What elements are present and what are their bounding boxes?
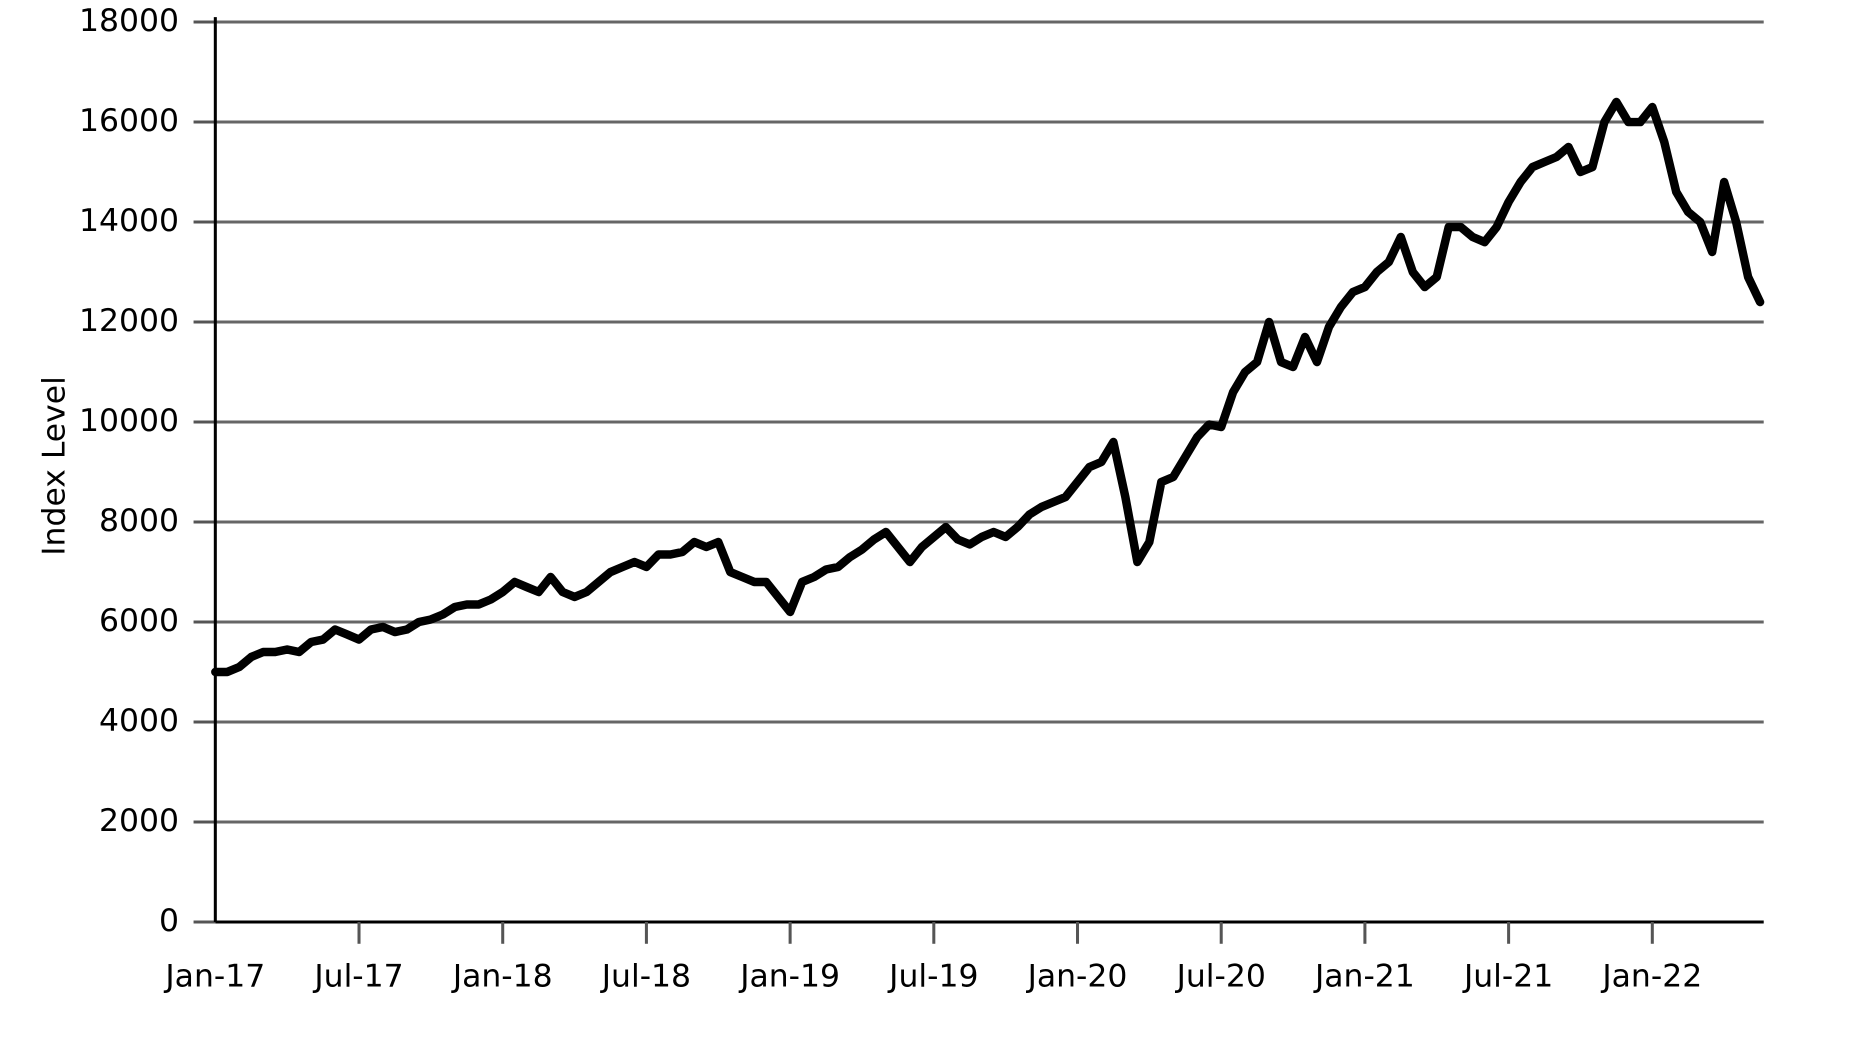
x-tick-label: Jul-21 — [1462, 959, 1553, 995]
x-tick-label: Jan-22 — [1600, 959, 1702, 995]
y-tick-label: 12000 — [79, 303, 179, 339]
y-tick-label: 14000 — [79, 203, 179, 239]
y-tick-label: 2000 — [99, 803, 179, 839]
x-tick-label: Jul-20 — [1175, 959, 1266, 995]
x-tick-label: Jul-19 — [887, 959, 978, 995]
y-axis-label: Index Level — [37, 376, 73, 556]
x-tick-label: Jan-17 — [163, 959, 265, 995]
x-tick-label: Jul-18 — [600, 959, 691, 995]
x-tick-label: Jan-18 — [451, 959, 553, 995]
y-tick-label: 18000 — [79, 3, 179, 39]
y-tick-label: 8000 — [99, 503, 179, 539]
x-tick-label: Jan-20 — [1026, 959, 1128, 995]
y-tick-label: 4000 — [99, 703, 179, 739]
x-tick-label: Jul-17 — [312, 959, 403, 995]
y-tick-label: 6000 — [99, 603, 179, 639]
y-tick-label: 16000 — [79, 103, 179, 139]
y-tick-label: 0 — [159, 903, 179, 939]
x-tick-label: Jan-19 — [738, 959, 840, 995]
y-tick-label: 10000 — [79, 403, 179, 439]
x-tick-label: Jan-21 — [1313, 959, 1415, 995]
line-series — [211, 97, 1765, 677]
